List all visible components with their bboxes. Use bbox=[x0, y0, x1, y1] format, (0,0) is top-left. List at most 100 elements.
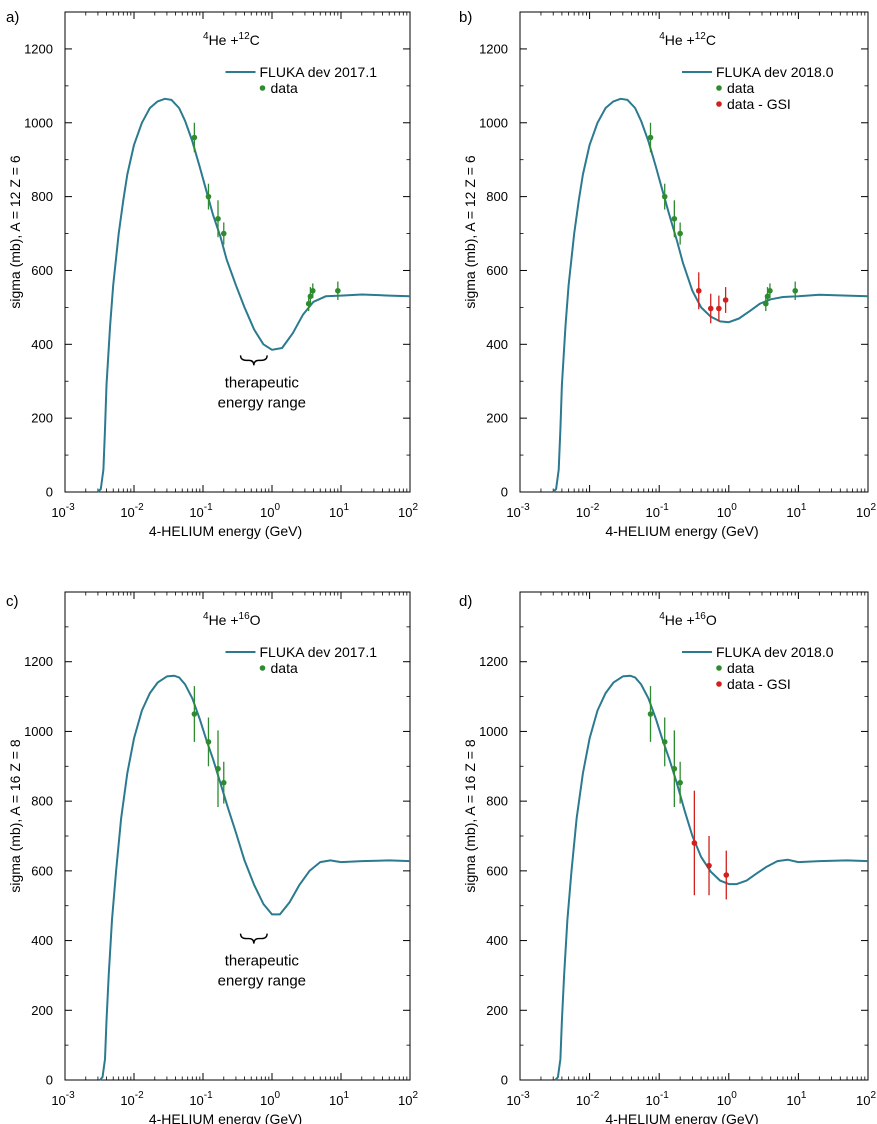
y-tick-label: 1200 bbox=[479, 41, 508, 56]
legend-label-gsi: data - GSI bbox=[727, 96, 791, 112]
x-tick-label: 10-3 bbox=[51, 1090, 75, 1108]
data-point bbox=[335, 287, 341, 294]
data-point bbox=[191, 134, 198, 141]
x-tick-label: 100 bbox=[260, 502, 280, 520]
title-mass-number-he: 4 bbox=[659, 611, 665, 622]
x-tick-label: 101 bbox=[329, 1090, 349, 1108]
legend-label-data: data bbox=[271, 80, 298, 96]
legend-marker-data bbox=[716, 665, 722, 671]
legend-label-fluka: FLUKA dev 2017.1 bbox=[260, 64, 378, 80]
data-point bbox=[767, 287, 773, 294]
data-point bbox=[661, 193, 668, 200]
y-tick-label: 600 bbox=[486, 863, 508, 878]
x-tick-label: 10-1 bbox=[189, 1090, 213, 1108]
x-tick-exponent: 0 bbox=[274, 1090, 280, 1101]
panel-label: b) bbox=[459, 9, 472, 26]
chart-title: 4He +16O bbox=[203, 611, 261, 628]
x-axis-label: 4-HELIUM energy (GeV) bbox=[149, 523, 302, 539]
y-tick-label: 0 bbox=[501, 485, 508, 500]
plot-frame bbox=[519, 11, 869, 493]
x-tick-exponent: 2 bbox=[412, 1090, 418, 1101]
title-helium: He + bbox=[665, 32, 695, 48]
gsi-data-point bbox=[722, 297, 729, 303]
annotation-line-2: energy range bbox=[218, 973, 306, 990]
title-target-element: O bbox=[250, 612, 261, 628]
panel-label: a) bbox=[6, 9, 19, 26]
data-point bbox=[309, 287, 316, 294]
legend-label-data: data bbox=[271, 660, 298, 676]
x-tick-label: 10-1 bbox=[646, 1090, 670, 1108]
title-mass-number-he: 4 bbox=[203, 31, 209, 42]
annotation-line-1: therapeutic bbox=[225, 953, 300, 970]
y-tick-label: 800 bbox=[486, 794, 508, 809]
legend-label-gsi: data - GSI bbox=[727, 676, 791, 692]
legend-label-fluka: FLUKA dev 2017.1 bbox=[260, 644, 378, 660]
chart-title: 4He +12C bbox=[203, 31, 260, 48]
title-mass-number-target: 12 bbox=[695, 31, 707, 42]
x-tick-exponent: 2 bbox=[870, 502, 876, 513]
y-tick-label: 1200 bbox=[479, 654, 508, 669]
gsi-data-point bbox=[723, 872, 730, 878]
y-tick-label: 1000 bbox=[479, 724, 508, 739]
panel-label: c) bbox=[6, 593, 19, 610]
chart-title: 4He +16O bbox=[659, 611, 717, 628]
data-point bbox=[205, 193, 212, 200]
y-tick-label: 200 bbox=[31, 411, 53, 426]
title-mass-number-target: 16 bbox=[239, 611, 251, 622]
title-mass-number-target: 16 bbox=[695, 611, 707, 622]
y-tick-label: 200 bbox=[31, 1003, 53, 1018]
gsi-data-point bbox=[707, 305, 714, 312]
x-tick-exponent: 1 bbox=[343, 502, 349, 513]
x-tick-exponent: -1 bbox=[204, 502, 213, 513]
y-tick-label: 800 bbox=[31, 189, 53, 204]
x-tick-exponent: 1 bbox=[801, 502, 807, 513]
data-point bbox=[215, 215, 221, 222]
x-tick-exponent: 2 bbox=[412, 502, 418, 513]
x-tick-label: 101 bbox=[786, 502, 806, 520]
x-tick-label: 10-3 bbox=[506, 502, 530, 520]
legend-marker-data bbox=[716, 85, 722, 91]
x-tick-exponent: 0 bbox=[731, 1090, 737, 1101]
title-target-element: C bbox=[706, 32, 716, 48]
title-target-element: C bbox=[250, 32, 260, 48]
range-brace bbox=[239, 355, 268, 366]
x-tick-exponent: -3 bbox=[66, 1090, 75, 1101]
y-tick-label: 800 bbox=[486, 189, 508, 204]
chart-panel-c: c)10-3 10-2 10-1 100 101 10202004006008001000… bbox=[6, 591, 418, 1124]
x-tick-label: 101 bbox=[786, 1090, 806, 1108]
data-point bbox=[191, 711, 198, 717]
y-tick-label: 1200 bbox=[24, 41, 53, 56]
y-tick-label: 800 bbox=[31, 794, 53, 809]
data-point bbox=[671, 765, 678, 772]
x-tick-label: 10-2 bbox=[120, 502, 144, 520]
y-tick-label: 1000 bbox=[24, 724, 53, 739]
data-point bbox=[215, 765, 221, 772]
data-point bbox=[205, 739, 212, 745]
legend-label-fluka: FLUKA dev 2018.0 bbox=[716, 64, 834, 80]
legend-marker-data bbox=[259, 665, 266, 671]
y-tick-label: 400 bbox=[486, 337, 508, 352]
y-tick-label: 0 bbox=[46, 1073, 53, 1088]
x-tick-label: 10-2 bbox=[120, 1090, 144, 1108]
legend-marker-data bbox=[259, 85, 266, 91]
annotation-line-1: therapeutic bbox=[225, 374, 300, 391]
x-tick-exponent: -2 bbox=[590, 502, 599, 513]
x-axis-label: 4-HELIUM energy (GeV) bbox=[605, 523, 758, 539]
x-tick-label: 100 bbox=[717, 502, 737, 520]
chart-panel-b: b)10-3 10-2 10-1 100 101 10202004006008001000… bbox=[459, 9, 876, 539]
legend-marker-gsi bbox=[716, 681, 722, 687]
y-tick-label: 600 bbox=[31, 263, 53, 278]
x-tick-label: 100 bbox=[260, 1090, 280, 1108]
panel-label: d) bbox=[459, 593, 472, 610]
title-helium: He + bbox=[209, 32, 239, 48]
chart-panel-a: a)10-3 10-2 10-1 100 101 10202004006008001000… bbox=[6, 9, 418, 539]
gsi-data-point bbox=[691, 840, 698, 846]
y-tick-label: 400 bbox=[31, 933, 53, 948]
data-point bbox=[671, 215, 678, 222]
x-tick-exponent: -2 bbox=[135, 1090, 144, 1101]
series-line-fluka bbox=[552, 97, 869, 493]
data-point bbox=[307, 293, 314, 300]
x-axis-label: 4-HELIUM energy (GeV) bbox=[605, 1111, 758, 1124]
title-mass-number-target: 12 bbox=[239, 31, 251, 42]
